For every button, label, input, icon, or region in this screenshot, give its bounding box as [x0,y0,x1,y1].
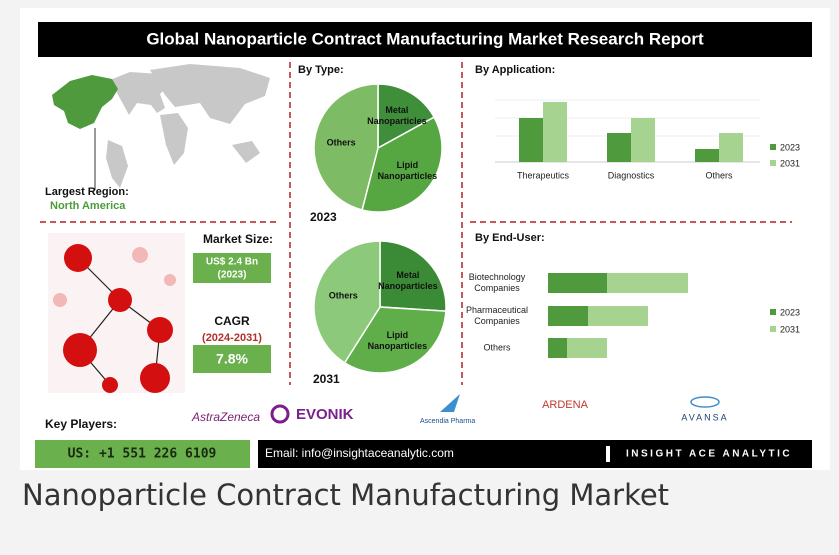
market-size-box [193,253,271,283]
player-logo: ARDENA [542,399,589,411]
slice-label: Others [328,290,358,301]
molecule-image [48,233,185,393]
type-title: By Type: [298,64,344,76]
ascendia-icon [440,394,460,412]
legend-label: 2031 [780,324,800,334]
brand: INSIGHT ACE ANALYTIC [626,449,792,460]
player-logo: AVANSA [681,412,728,422]
bar [607,133,631,162]
email: Email: info@insightaceanalytic.com [265,446,454,460]
world-map [106,64,270,188]
bar [695,149,719,162]
bar-segment [548,306,588,326]
legend-swatch [770,160,776,166]
brand-icon [606,446,610,462]
phone-box [35,440,250,468]
contact-bar [258,440,812,468]
phone: US: +1 551 226 6109 [68,447,217,462]
cagr-value: 7.8% [216,351,248,367]
evonik-icon [270,404,290,424]
legend-swatch [770,144,776,150]
pie-slice [379,240,447,312]
legend-label: 2031 [780,158,800,168]
y-tick-label: Others [483,342,511,353]
slice-label: Metal Nanoparticles [378,269,438,291]
x-tick-label: Diagnostics [608,170,655,180]
pie-slice [377,83,436,150]
player-logo: AstraZeneca [191,410,260,424]
legend-label: 2023 [780,142,800,152]
region-value: North America [50,200,126,212]
bar-segment [588,306,648,326]
cagr-period: (2024-2031) [202,332,262,344]
bar [519,118,543,162]
slice-label: Lipid Nanoparticles [367,330,428,352]
x-tick-label: Therapeutics [517,170,570,180]
bar [631,118,655,162]
bar-segment [548,338,567,358]
pie-year: 2023 [310,210,337,224]
market-size-year: (2023) [218,270,247,281]
slice-label: Lipid Nanoparticles [377,159,438,181]
title: Global Nanoparticle Contract Manufacturi… [146,29,704,48]
pie-year: 2031 [313,372,340,386]
y-tick-label: Pharmaceutical Companies [465,305,529,326]
pie-slice [313,83,379,211]
legend-swatch [770,309,776,315]
avansa-icon [690,396,720,408]
slice-label: Others [326,137,356,148]
title-bar [38,22,812,57]
caption: Nanoparticle Contract Manufacturing Mark… [22,478,670,512]
north-america [52,75,118,129]
player-logo: EVONIK [296,406,354,423]
market-size-value: US$ 2.4 Bn [206,257,258,268]
cagr-label: CAGR [214,314,250,328]
pie-slice [313,240,381,364]
bar-segment [607,273,688,293]
bar [719,133,743,162]
bar-segment [567,338,607,358]
y-tick-label: Biotechnology Companies [468,272,526,293]
bar [543,102,567,162]
pie-slice [361,116,443,213]
application-title: By Application: [475,64,555,76]
key-players-label: Key Players: [45,417,117,431]
player-logo: Ascendia Pharma [420,418,475,425]
dividers [40,62,792,385]
legend-swatch [770,326,776,332]
market-size-label: Market Size: [203,232,273,246]
end-user-title: By End-User: [475,232,545,244]
cagr-box [193,345,271,373]
legend-label: 2023 [780,307,800,317]
x-tick-label: Others [705,170,733,180]
region-label: Largest Region: [45,186,129,198]
slice-label: Metal Nanoparticles [367,105,427,127]
bar-segment [548,273,607,293]
